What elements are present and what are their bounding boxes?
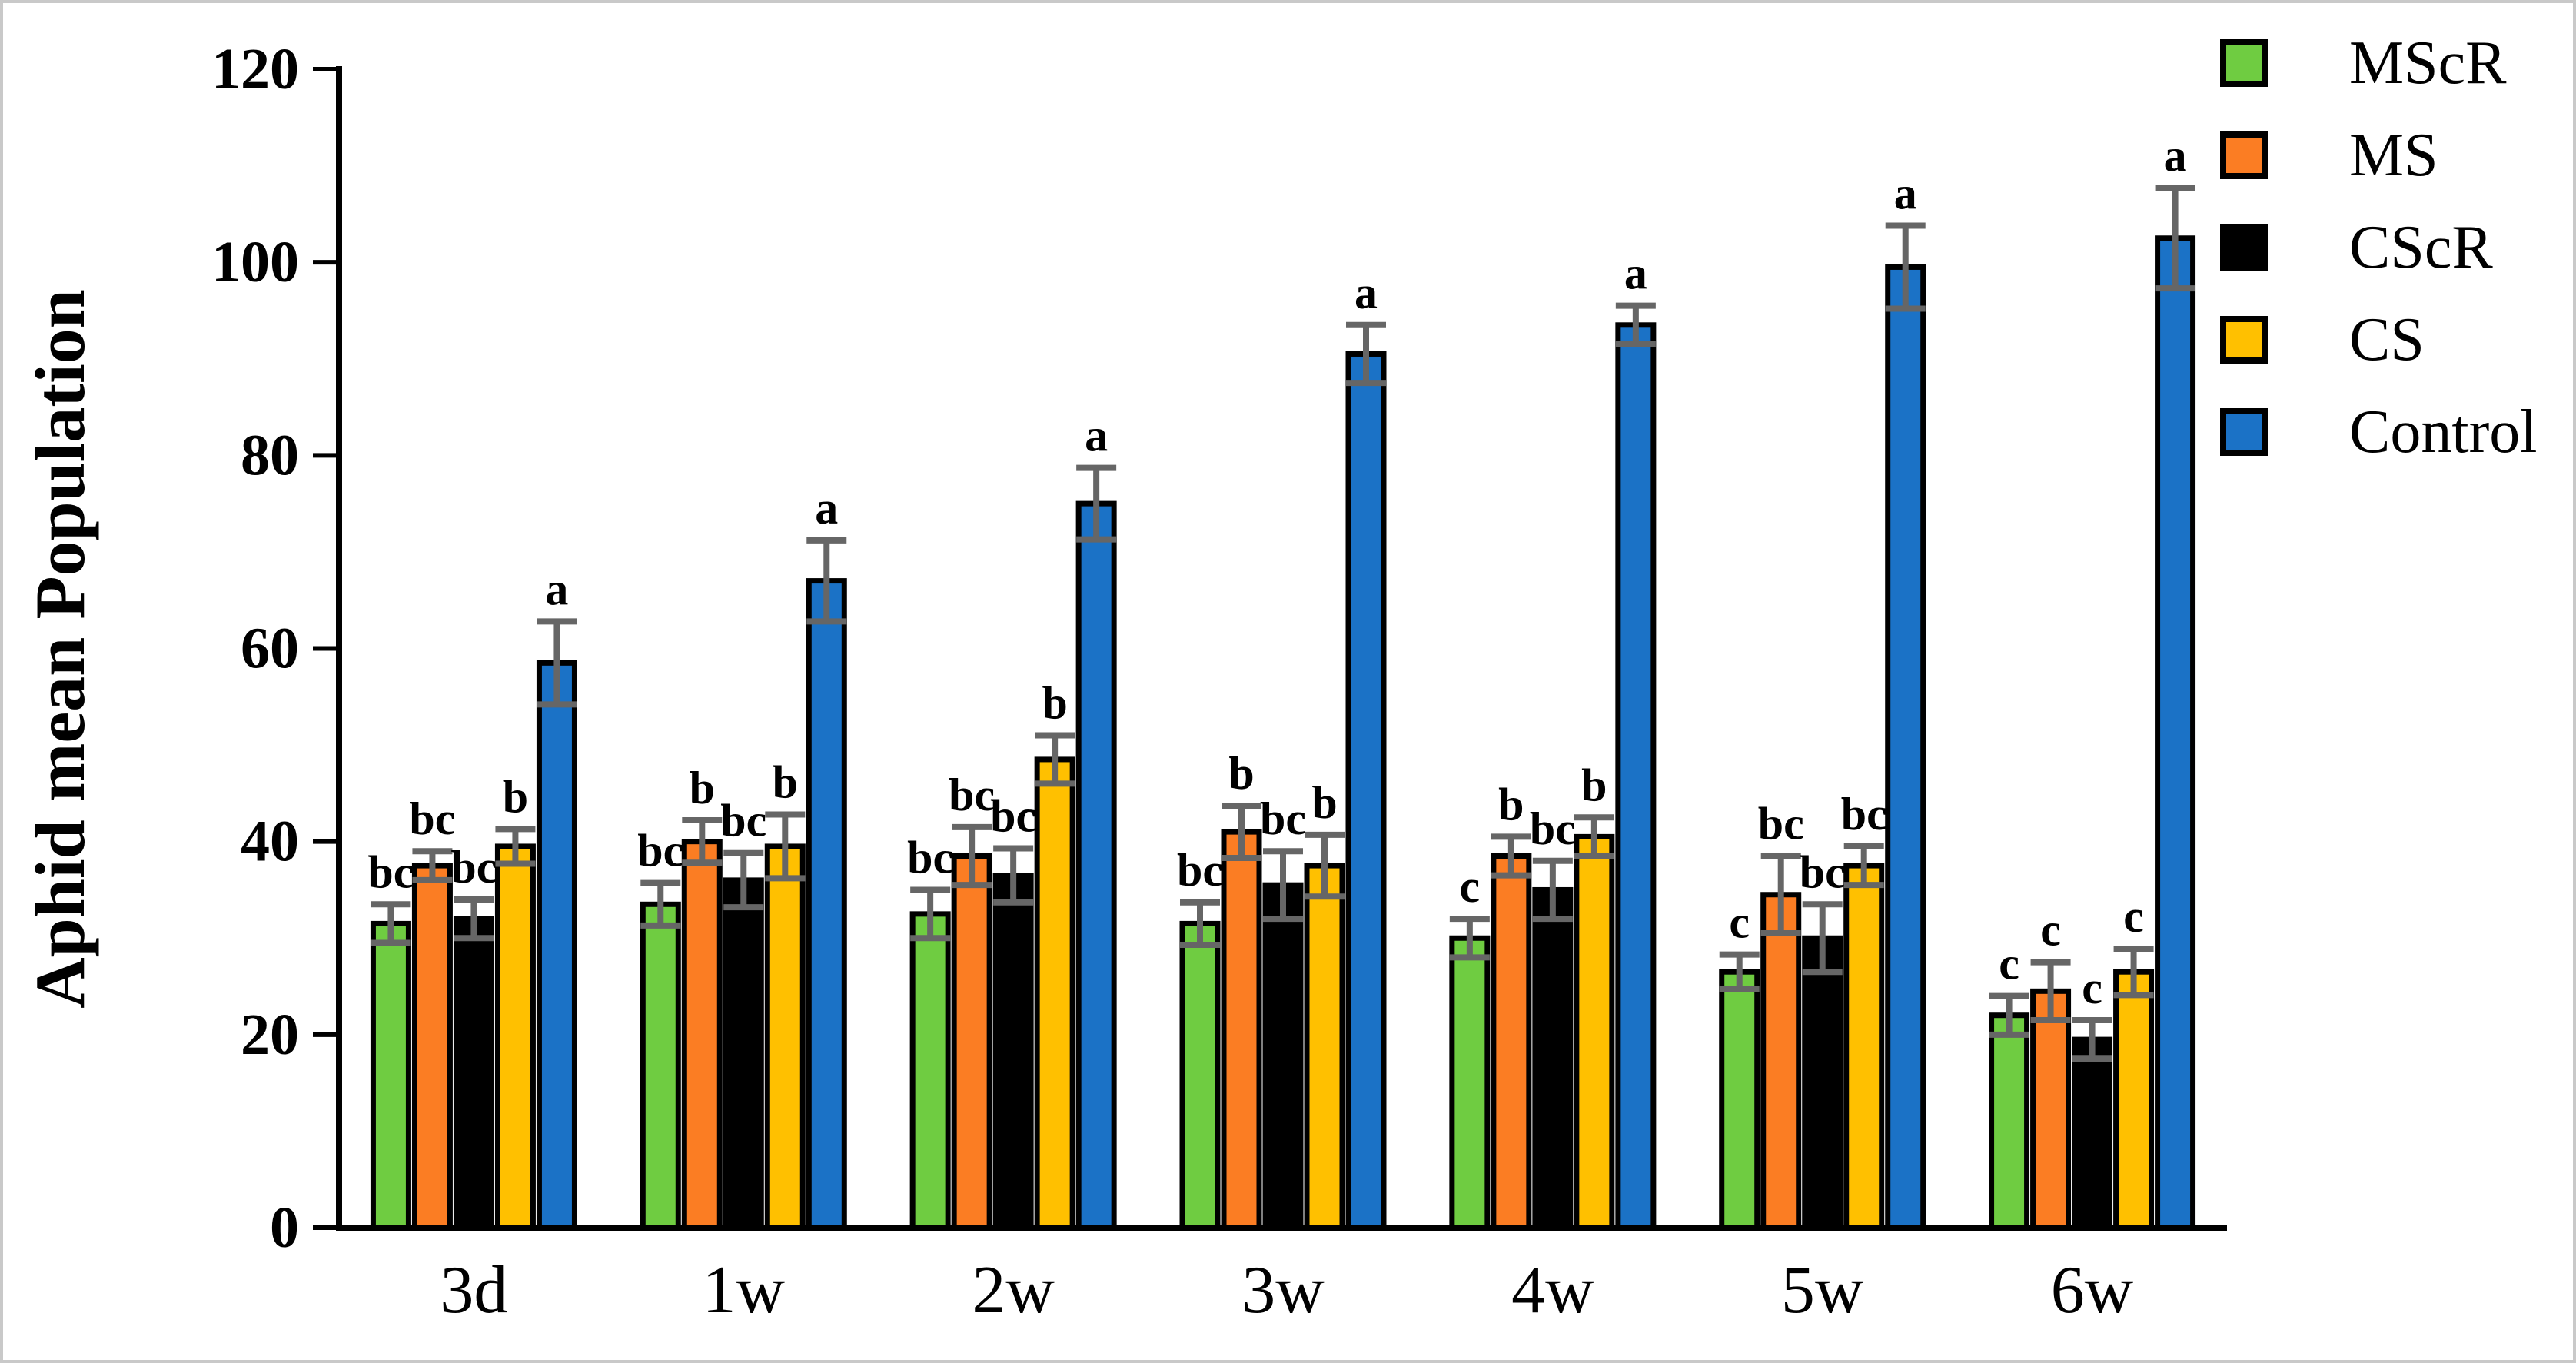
- sig-letter-CScR-1w: bc: [720, 796, 766, 846]
- legend-swatch-MScR: [2220, 39, 2268, 87]
- x-tick-label-3d: 3d: [440, 1253, 507, 1328]
- bar-CScR-2w: [992, 873, 1034, 1231]
- legend-swatch-CScR: [2220, 224, 2268, 271]
- bar-MS-3d: [411, 863, 453, 1231]
- sig-letter-MScR-1w: bc: [637, 826, 683, 876]
- legend-swatch-CS: [2220, 316, 2268, 364]
- bar-MS-5w: [1760, 892, 1802, 1231]
- legend-label-Control: Control: [2349, 398, 2537, 466]
- sig-letter-Control-2w: a: [1085, 411, 1108, 461]
- bar-CScR-1w: [723, 877, 764, 1231]
- sig-letter-MScR-5w: c: [1729, 897, 1750, 948]
- sig-letter-CS-2w: b: [1042, 678, 1067, 729]
- y-tick-label: 40: [241, 809, 299, 874]
- bar-MS-6w: [2030, 988, 2072, 1231]
- sig-letter-CScR-3d: bc: [450, 842, 497, 893]
- sig-letter-MScR-4w: c: [1460, 861, 1481, 912]
- sig-letter-CScR-4w: bc: [1530, 803, 1576, 854]
- legend-label-MS: MS: [2349, 121, 2438, 189]
- sig-letter-CS-3d: b: [503, 771, 528, 822]
- sig-letter-MS-4w: b: [1498, 779, 1524, 829]
- bar-CS-1w: [764, 843, 806, 1231]
- bar-MScR-2w: [909, 911, 951, 1231]
- bar-CS-3w: [1304, 863, 1345, 1231]
- sig-letter-CScR-5w: bc: [1800, 846, 1846, 897]
- bar-MScR-3w: [1179, 920, 1221, 1231]
- bar-CS-6w: [2113, 969, 2155, 1231]
- bar-Control-5w: [1885, 264, 1926, 1231]
- sig-letter-MS-3d: bc: [409, 793, 455, 844]
- bar-CS-2w: [1034, 756, 1075, 1231]
- sig-letter-MS-1w: b: [690, 763, 715, 813]
- sig-letter-MScR-3d: bc: [367, 846, 414, 897]
- x-tick-label-6w: 6w: [2051, 1253, 2134, 1328]
- bar-Control-3d: [536, 660, 577, 1231]
- x-tick-label-2w: 2w: [972, 1253, 1055, 1328]
- bar-MScR-1w: [640, 901, 681, 1231]
- sig-letter-CS-3w: b: [1311, 777, 1337, 828]
- legend-swatch-Control: [2220, 408, 2268, 456]
- bar-MS-4w: [1491, 853, 1532, 1231]
- bar-MScR-6w: [1989, 1012, 2030, 1231]
- bar-Control-3w: [1345, 351, 1387, 1231]
- sig-letter-MScR-2w: bc: [907, 832, 953, 883]
- y-tick-label: 80: [241, 423, 299, 487]
- sig-letter-MS-6w: c: [2040, 905, 2061, 956]
- bar-MS-1w: [681, 839, 723, 1231]
- y-tick-label: 20: [241, 1002, 299, 1067]
- bar-MScR-3d: [370, 920, 411, 1231]
- sig-letter-Control-3w: a: [1354, 268, 1378, 318]
- legend-label-MScR: MScR: [2349, 29, 2507, 97]
- sig-letter-MScR-3w: bc: [1177, 845, 1223, 896]
- bar-MS-2w: [951, 853, 992, 1231]
- sig-letter-CS-4w: b: [1581, 760, 1607, 810]
- sig-letter-MS-5w: bc: [1758, 799, 1804, 849]
- bar-CScR-4w: [1532, 886, 1574, 1231]
- aphid-population-chart: 020406080100120bcbcbcba3dbcbbcba1wbcbcbc…: [21, 29, 2537, 1328]
- y-tick-label: 100: [211, 230, 299, 294]
- bar-Control-6w: [2155, 235, 2196, 1231]
- y-tick-label: 60: [241, 617, 299, 681]
- y-tick-label: 0: [270, 1195, 299, 1260]
- sig-letter-Control-4w: a: [1624, 248, 1647, 299]
- bar-Control-2w: [1075, 500, 1117, 1231]
- x-tick-label-5w: 5w: [1781, 1253, 1864, 1328]
- y-tick-label: 120: [211, 37, 299, 101]
- sig-letter-Control-1w: a: [815, 483, 838, 534]
- x-tick-label-4w: 4w: [1511, 1253, 1594, 1328]
- legend-label-CScR: CScR: [2349, 214, 2493, 281]
- bar-CS-3d: [494, 843, 536, 1231]
- sig-letter-CS-6w: c: [2123, 891, 2144, 942]
- bar-CScR-3d: [453, 916, 494, 1231]
- sig-letter-MS-3w: b: [1228, 748, 1254, 799]
- sig-letter-CS-5w: bc: [1841, 789, 1887, 839]
- bar-CS-4w: [1574, 833, 1615, 1231]
- sig-letter-Control-5w: a: [1894, 168, 1917, 218]
- bar-MScR-5w: [1719, 969, 1760, 1231]
- sig-letter-MS-2w: bc: [949, 770, 995, 820]
- x-tick-label-1w: 1w: [703, 1253, 786, 1328]
- bar-Control-1w: [806, 578, 847, 1231]
- bar-MS-3w: [1221, 829, 1262, 1231]
- bar-Control-4w: [1615, 322, 1657, 1231]
- legend-label-CS: CS: [2349, 306, 2425, 374]
- bar-CScR-5w: [1802, 935, 1843, 1231]
- sig-letter-CScR-6w: c: [2082, 962, 2102, 1013]
- sig-letter-CScR-3w: bc: [1260, 793, 1306, 844]
- bar-CScR-3w: [1262, 882, 1304, 1231]
- sig-letter-Control-3d: a: [545, 563, 568, 614]
- bar-MScR-4w: [1449, 935, 1491, 1231]
- legend-swatch-MS: [2220, 131, 2268, 179]
- x-tick-label-3w: 3w: [1241, 1253, 1325, 1328]
- bar-CS-5w: [1843, 863, 1885, 1231]
- sig-letter-CScR-2w: bc: [990, 790, 1036, 841]
- sig-letter-MScR-6w: c: [1999, 939, 2019, 989]
- bar-CScR-6w: [2072, 1036, 2113, 1231]
- sig-letter-Control-6w: a: [2164, 130, 2187, 181]
- y-axis-title: Aphid mean Population: [21, 289, 99, 1009]
- sig-letter-CS-1w: b: [773, 757, 798, 808]
